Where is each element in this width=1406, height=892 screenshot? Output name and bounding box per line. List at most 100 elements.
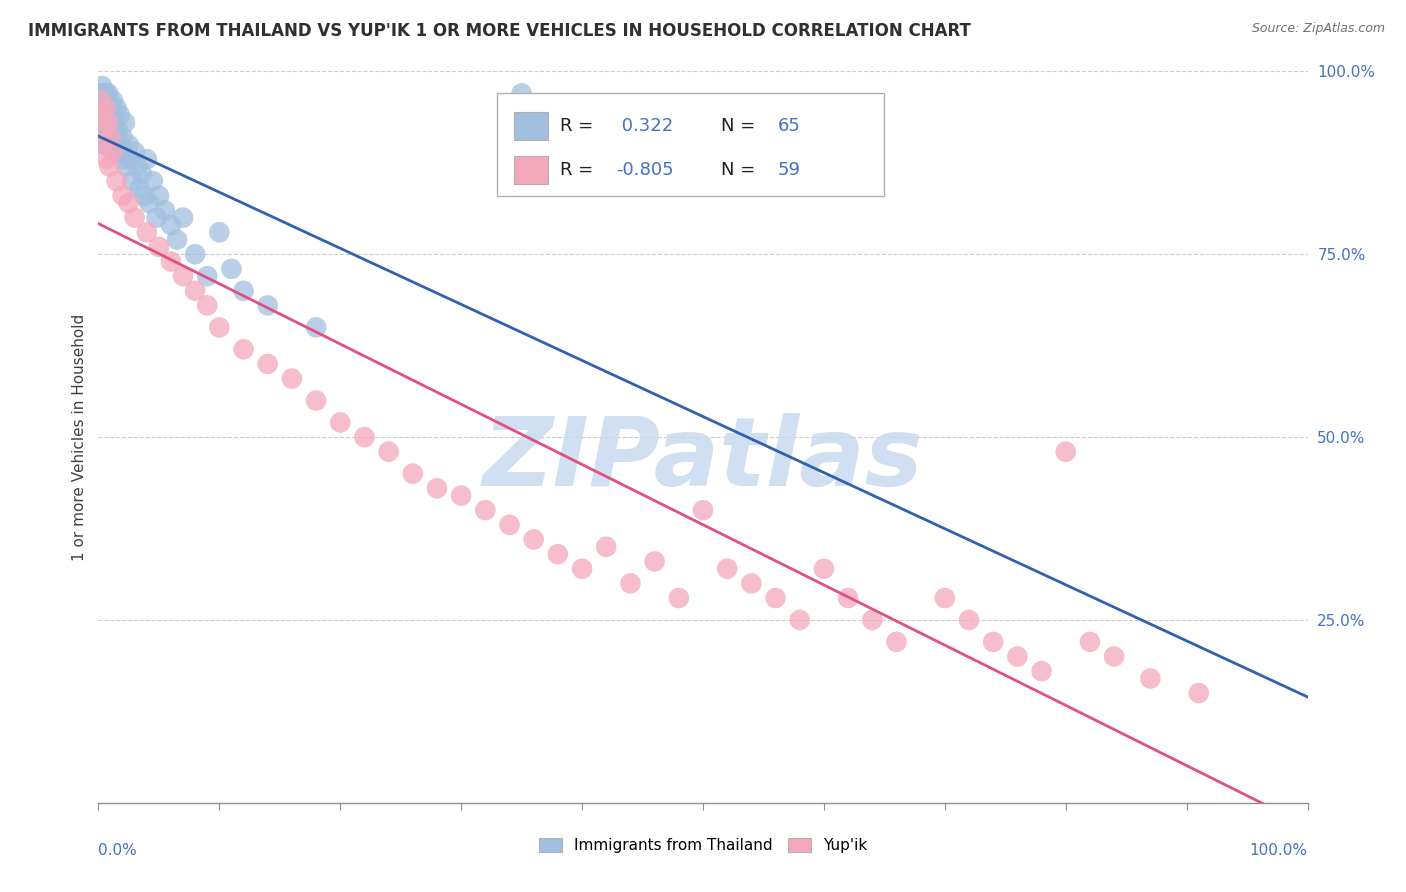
Point	[837, 591, 859, 605]
Point	[96, 94, 118, 108]
Point	[118, 137, 141, 152]
Point	[104, 130, 127, 145]
Point	[107, 123, 129, 137]
Point	[523, 533, 546, 547]
Point	[100, 108, 122, 122]
Point	[90, 94, 112, 108]
Point	[813, 562, 835, 576]
Point	[100, 130, 122, 145]
Point	[474, 503, 496, 517]
Point	[166, 233, 188, 247]
Text: ZIPatlas: ZIPatlas	[482, 412, 924, 506]
Text: 0.322: 0.322	[616, 117, 673, 136]
Point	[110, 152, 132, 166]
Point	[97, 115, 120, 129]
Point	[860, 613, 883, 627]
Point	[153, 203, 176, 218]
Point	[98, 123, 121, 137]
Point	[121, 174, 143, 188]
Point	[91, 78, 114, 93]
Text: R =: R =	[561, 161, 599, 179]
Text: -0.805: -0.805	[616, 161, 673, 179]
Point	[135, 152, 157, 166]
Point	[498, 517, 520, 532]
Point	[111, 130, 134, 145]
Point	[148, 188, 170, 202]
Point	[1031, 664, 1053, 678]
Point	[118, 196, 141, 211]
Point	[128, 181, 150, 195]
Point	[91, 108, 114, 122]
Point	[740, 576, 762, 591]
Point	[692, 503, 714, 517]
Point	[595, 540, 617, 554]
Point	[1078, 635, 1101, 649]
Point	[101, 145, 124, 159]
Legend: Immigrants from Thailand, Yup'ik: Immigrants from Thailand, Yup'ik	[533, 832, 873, 860]
Point	[145, 211, 167, 225]
Point	[619, 576, 641, 591]
Point	[172, 211, 194, 225]
Point	[124, 211, 146, 225]
Point	[94, 123, 117, 137]
Point	[135, 225, 157, 239]
Point	[98, 94, 121, 108]
Point	[100, 130, 122, 145]
Point	[195, 269, 218, 284]
Point	[148, 240, 170, 254]
Point	[91, 101, 114, 115]
Point	[765, 591, 787, 605]
Point	[93, 115, 115, 129]
Point	[281, 371, 304, 385]
Point	[96, 152, 118, 166]
Point	[1139, 672, 1161, 686]
Point	[232, 343, 254, 357]
Point	[97, 87, 120, 101]
Point	[510, 87, 533, 101]
Y-axis label: 1 or more Vehicles in Household: 1 or more Vehicles in Household	[72, 313, 87, 561]
Point	[118, 152, 141, 166]
Point	[90, 115, 112, 129]
Point	[450, 489, 472, 503]
Text: 59: 59	[778, 161, 801, 179]
Point	[160, 218, 183, 232]
Point	[100, 101, 122, 115]
Point	[96, 115, 118, 129]
Point	[668, 591, 690, 605]
Point	[142, 174, 165, 188]
Text: 65: 65	[778, 117, 801, 136]
Point	[91, 108, 114, 122]
Point	[105, 101, 128, 115]
Text: 0.0%: 0.0%	[98, 843, 138, 858]
Point	[124, 145, 146, 159]
Point	[789, 613, 811, 627]
Point	[1102, 649, 1125, 664]
Point	[131, 167, 153, 181]
Point	[353, 430, 375, 444]
Point	[547, 547, 569, 561]
Point	[1007, 649, 1029, 664]
Point	[94, 101, 117, 115]
Point	[305, 393, 328, 408]
Point	[134, 188, 156, 202]
Point	[101, 123, 124, 137]
Point	[100, 137, 122, 152]
Text: R =: R =	[561, 117, 599, 136]
Point	[329, 416, 352, 430]
Point	[221, 261, 243, 276]
Point	[208, 225, 231, 239]
Point	[114, 115, 136, 129]
Point	[256, 298, 278, 312]
Point	[93, 137, 115, 152]
Point	[571, 562, 593, 576]
Point	[89, 87, 111, 101]
Point	[232, 284, 254, 298]
Point	[934, 591, 956, 605]
Point	[644, 554, 666, 568]
Text: N =: N =	[721, 161, 761, 179]
Text: Source: ZipAtlas.com: Source: ZipAtlas.com	[1251, 22, 1385, 36]
Point	[111, 188, 134, 202]
Point	[94, 101, 117, 115]
Point	[208, 320, 231, 334]
Text: N =: N =	[721, 117, 761, 136]
